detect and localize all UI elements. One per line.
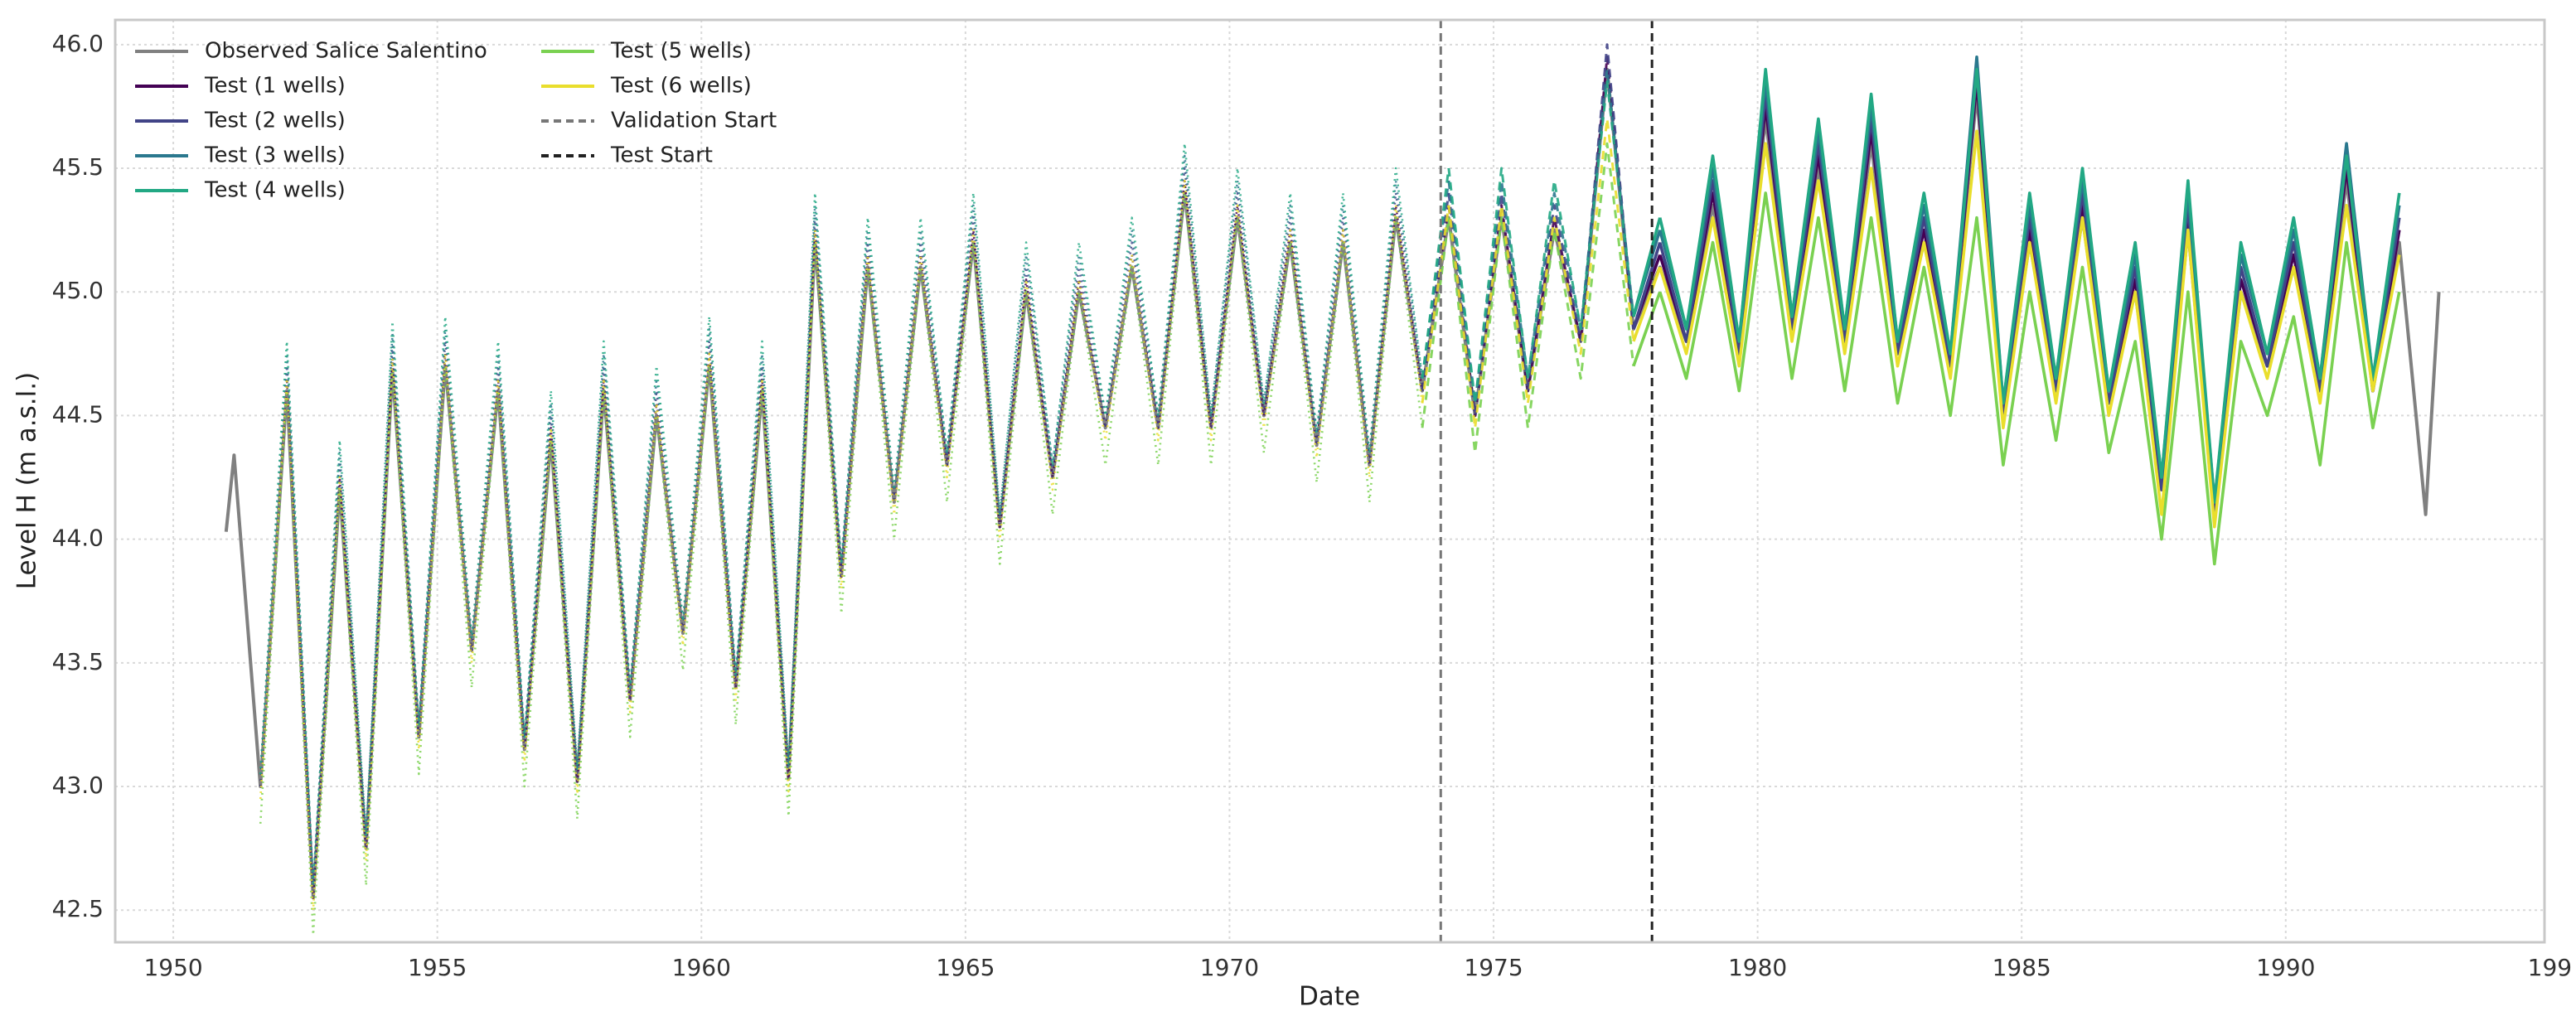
- prediction-line: [1658, 67, 2401, 504]
- legend-label: Test (6 wells): [610, 74, 752, 99]
- y-axis-label: Level H (m a.s.l.): [12, 372, 42, 589]
- x-tick-label: 1970: [1200, 954, 1259, 981]
- prediction-line: [1447, 142, 1635, 454]
- connector: [1632, 291, 1662, 367]
- prediction-line: [1447, 43, 1635, 417]
- prediction-line: [259, 191, 1424, 936]
- connector: [1632, 217, 1662, 317]
- y-tick-label: 45.0: [52, 277, 104, 304]
- series: [259, 67, 2401, 887]
- series: [259, 142, 2401, 936]
- x-tick-label: 1950: [143, 954, 202, 981]
- prediction-line: [1658, 191, 2401, 566]
- connector: [1632, 242, 1662, 330]
- series: [259, 117, 2401, 912]
- legend-label: Test (3 wells): [204, 143, 346, 168]
- prediction-line: [259, 142, 1424, 887]
- x-tick-label: 1975: [1464, 954, 1523, 981]
- legend-label: Test Start: [610, 143, 713, 168]
- connector: [1421, 167, 1450, 379]
- y-tick-label: 46.0: [52, 30, 104, 57]
- y-tick-label: 44.5: [52, 400, 104, 428]
- prediction-line: [1447, 117, 1635, 429]
- x-tick-label: 1990: [2256, 954, 2315, 981]
- x-tick-label: 199: [2528, 954, 2572, 981]
- x-tick-label: 1960: [672, 954, 731, 981]
- x-tick-label: 1955: [408, 954, 467, 981]
- connector: [1421, 205, 1450, 404]
- legend-label: Observed Salice Salentino: [205, 39, 487, 64]
- x-tick-label: 1985: [1993, 954, 2051, 981]
- legend-label: Test (4 wells): [204, 178, 346, 203]
- connector: [1632, 266, 1662, 342]
- legend-label: Test (1 wells): [204, 74, 346, 99]
- plot-frame: [114, 18, 2546, 944]
- y-tick-label: 43.5: [52, 648, 104, 675]
- legend-label: Validation Start: [611, 109, 777, 133]
- x-tick-label: 1980: [1728, 954, 1787, 981]
- legend-label: Test (5 wells): [610, 39, 752, 64]
- prediction-line: [1447, 80, 1635, 404]
- x-tick-label: 1965: [936, 954, 995, 981]
- prediction-line: [1658, 129, 2401, 529]
- y-tick-label: 43.0: [52, 772, 104, 799]
- y-tick-label: 44.0: [52, 525, 104, 552]
- connector: [1421, 217, 1450, 428]
- x-axis-label: Date: [1299, 982, 1360, 1012]
- connector: [1421, 192, 1450, 391]
- legend-label: Test (2 wells): [204, 109, 346, 133]
- y-tick-label: 45.5: [52, 153, 104, 181]
- y-tick-label: 42.5: [52, 895, 104, 922]
